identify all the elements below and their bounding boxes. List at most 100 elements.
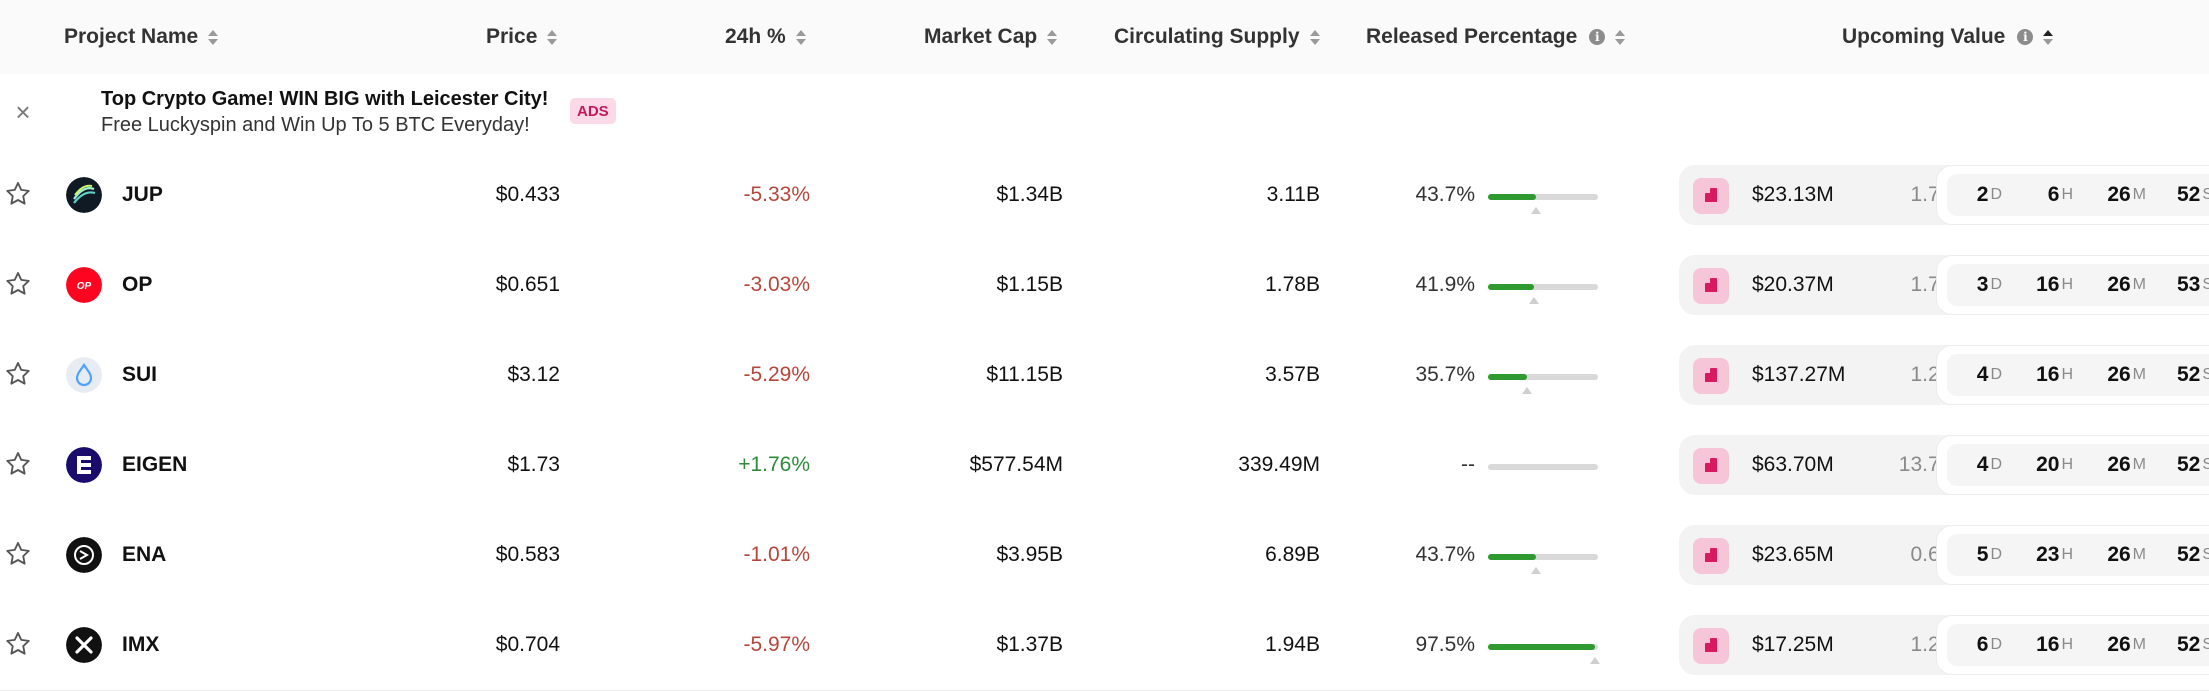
ad-banner[interactable]: × Top Crypto Game! WIN BIG with Leiceste… (0, 74, 2209, 151)
column-project-name[interactable]: Project Name (64, 0, 219, 74)
sort-icon[interactable] (1309, 29, 1320, 45)
released-progress-fill (1488, 554, 1537, 560)
table-header: Project Name Price 24h % Market Cap Circ… (0, 0, 2209, 75)
countdown-hours: 16 H (2036, 633, 2073, 656)
price-value: $0.583 (495, 543, 560, 566)
sort-icon[interactable] (547, 29, 558, 45)
table-row[interactable]: IMX$0.704-5.97%$1.37B1.94B97.5%$17.25M1.… (0, 600, 2209, 691)
progress-marker-icon (1529, 297, 1540, 304)
countdown-minutes: 26 M (2107, 273, 2146, 296)
project-symbol[interactable]: JUP (122, 183, 163, 206)
imx-logo-icon (66, 627, 102, 663)
price-value: $0.704 (495, 633, 560, 656)
star-icon[interactable] (3, 449, 33, 479)
ena-logo-icon (66, 537, 102, 573)
table-row[interactable]: ENA$0.583-1.01%$3.95B6.89B43.7%$23.65M0.… (0, 510, 2209, 601)
released-progress-bar (1488, 464, 1598, 470)
released-percentage-value: 43.7% (1415, 183, 1475, 206)
table-row[interactable]: SUI $3.12 -5.29% $11.15B 3.57B 35.7% $137.27M 1… (0, 330, 2209, 421)
close-icon[interactable]: × (15, 96, 31, 127)
sort-icon[interactable] (208, 29, 219, 45)
table-row[interactable]: EIGEN $1.73 +1.76% $577.54M 339.49M -- $63.70M… (0, 420, 2209, 511)
progress-marker-icon (1590, 657, 1601, 664)
released-percentage-value: 97.5% (1415, 633, 1475, 656)
sort-icon[interactable] (1615, 29, 1626, 45)
table-row[interactable]: OP OP $0.651 -3.03% $1.15B 1.78B 41.9% $20.37M 1… (0, 240, 2209, 331)
circulating-supply-value: 1.78B (1265, 273, 1320, 296)
countdown-hours: 23 H (2036, 543, 2073, 566)
countdown-hours: 16 H (2036, 363, 2073, 386)
eigen-logo-icon (66, 447, 102, 483)
column-label: 24h % (725, 25, 786, 48)
column-price[interactable]: Price (486, 0, 558, 74)
star-icon[interactable] (3, 359, 33, 389)
column-released-percentage[interactable]: Released Percentage i (1366, 0, 1626, 74)
project-symbol[interactable]: ENA (122, 543, 167, 566)
market-cap-value: $3.95B (996, 543, 1063, 566)
table-row[interactable]: JUP$0.433-5.33%$1.34B3.11B43.7%$23.13M1.… (0, 150, 2209, 241)
star-icon[interactable] (3, 629, 33, 659)
countdown: 4 D 20 H 26 M 52 S (1936, 435, 2209, 495)
star-icon[interactable] (3, 269, 33, 299)
countdown: 6 D 16 H 26 M 52 S (1936, 615, 2209, 675)
project-symbol[interactable]: IMX (122, 633, 160, 656)
column-circulating-supply[interactable]: Circulating Supply (1114, 0, 1320, 74)
change-24h-value: -5.29% (743, 363, 810, 386)
column-label: Market Cap (924, 25, 1038, 48)
unlock-icon (1693, 268, 1729, 304)
sort-icon[interactable] (795, 29, 806, 45)
column-upcoming-value[interactable]: Upcoming Value i (1842, 0, 2054, 74)
column-24h-change[interactable]: 24h % (725, 0, 806, 74)
info-icon[interactable]: i (1589, 29, 1606, 45)
sort-icon[interactable] (2043, 29, 2054, 45)
released-progress-fill (1488, 374, 1528, 380)
column-market-cap[interactable]: Market Cap (924, 0, 1058, 74)
ad-title[interactable]: Top Crypto Game! WIN BIG with Leicester … (101, 88, 549, 110)
upcoming-value: $137.27M (1752, 363, 1846, 386)
change-24h-value: -5.33% (743, 183, 810, 206)
progress-marker-icon (1531, 567, 1542, 574)
released-progress-bar (1488, 554, 1598, 574)
countdown: 5 D 23 H 26 M 52 S (1936, 525, 2209, 585)
countdown-timer: 3 D 16 H 26 M 53 S (1947, 264, 2209, 306)
ads-badge: ADS (570, 98, 616, 124)
countdown-timer: 6 D 16 H 26 M 52 S (1947, 624, 2209, 666)
project-symbol[interactable]: SUI (122, 363, 158, 386)
countdown-timer: 4 D 16 H 26 M 52 S (1947, 354, 2209, 396)
project-symbol[interactable]: EIGEN (122, 453, 188, 476)
star-icon[interactable] (3, 179, 33, 209)
change-24h-value: -1.01% (743, 543, 810, 566)
upcoming-unlock-card[interactable]: $63.70M 13.77% 4 D 20 H 26 M 52 S (1679, 435, 2209, 495)
countdown-hours: 16 H (2036, 273, 2073, 296)
project-symbol[interactable]: OP (122, 273, 153, 296)
price-value: $0.433 (495, 183, 560, 206)
star-icon[interactable] (3, 539, 33, 569)
op-logo-icon: OP (66, 267, 102, 303)
market-cap-value: $1.15B (996, 273, 1063, 296)
unlock-icon (1693, 358, 1729, 394)
ad-subtitle[interactable]: Free Luckyspin and Win Up To 5 BTC Every… (101, 114, 530, 136)
price-value: $3.12 (507, 363, 560, 386)
released-percentage-value: 43.7% (1415, 543, 1475, 566)
info-icon[interactable]: i (2017, 29, 2034, 45)
progress-marker-icon (1522, 387, 1533, 394)
released-progress-bar (1488, 374, 1598, 394)
sort-icon[interactable] (1047, 29, 1058, 45)
countdown-timer: 4 D 20 H 26 M 52 S (1947, 444, 2209, 486)
market-cap-value: $1.37B (996, 633, 1063, 656)
upcoming-value: $20.37M (1752, 273, 1834, 296)
countdown: 3 D 16 H 26 M 53 S (1936, 255, 2209, 315)
countdown-minutes: 26 M (2107, 453, 2146, 476)
released-progress-bar (1488, 644, 1601, 664)
